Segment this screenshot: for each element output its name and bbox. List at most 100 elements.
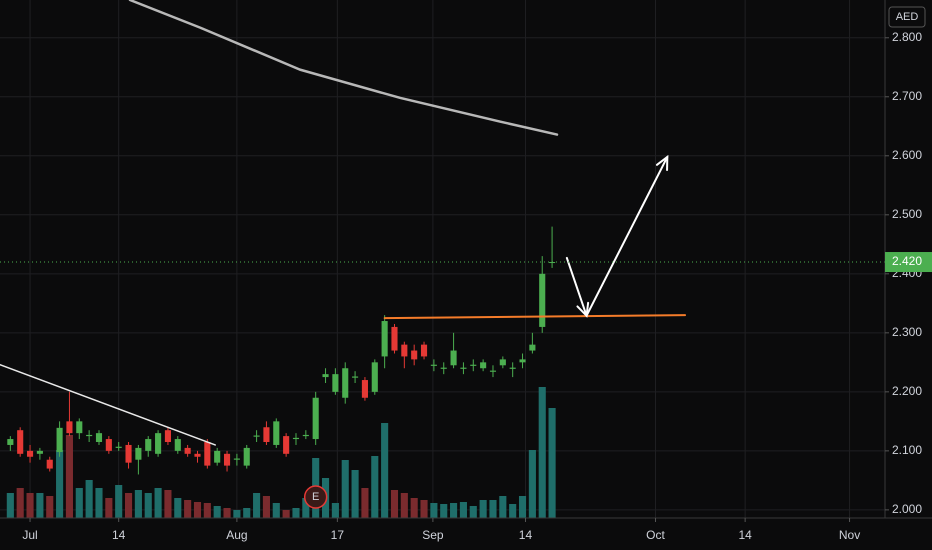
- candle-body: [204, 442, 211, 466]
- y-tick-label: 2.700: [892, 89, 922, 103]
- volume-bar: [489, 500, 497, 518]
- candle-body: [480, 362, 487, 369]
- candle-body: [283, 436, 290, 454]
- y-tick-label: 2.600: [892, 148, 922, 162]
- candle-body: [223, 453, 231, 466]
- candle-body: [342, 368, 349, 398]
- candle-body: [332, 374, 339, 392]
- candle-body: [46, 459, 53, 469]
- candle-body: [66, 421, 73, 434]
- x-tick-label: 14: [519, 528, 533, 542]
- arrow-head: [655, 154, 669, 171]
- candle-body: [371, 362, 378, 392]
- currency-badge: [888, 6, 926, 28]
- volume-bar: [184, 500, 192, 518]
- candle-body: [470, 364, 477, 366]
- candle-body: [352, 376, 359, 378]
- x-tick-label: Nov: [839, 528, 860, 542]
- volume-bar: [341, 460, 349, 518]
- volume-bar: [390, 490, 399, 518]
- volume-bar: [154, 488, 162, 518]
- volume-bar: [420, 500, 428, 518]
- volume-bar: [272, 503, 280, 518]
- y-tick-label: 2.500: [892, 207, 922, 221]
- candle-body: [86, 434, 93, 437]
- y-tick-label: 2.300: [892, 325, 922, 339]
- volume-bar: [361, 488, 369, 518]
- volume-bar: [459, 502, 467, 518]
- candle-body: [401, 344, 408, 357]
- trendline: [0, 363, 216, 446]
- moving-average-line: [128, 0, 559, 136]
- candle-body: [263, 427, 270, 443]
- candle-body: [509, 367, 516, 369]
- volume-bar: [193, 502, 202, 518]
- candle-body: [164, 430, 171, 443]
- volume-bar: [351, 470, 359, 518]
- earnings-marker: [303, 485, 328, 509]
- candle-body: [243, 447, 250, 466]
- volume-bar: [223, 508, 231, 518]
- volume-bar: [233, 510, 241, 518]
- volume-bar: [36, 493, 44, 518]
- currency-label: AED: [896, 11, 919, 23]
- x-tick-label: 14: [112, 528, 126, 542]
- volume-bar: [115, 485, 123, 518]
- volume-bar: [6, 493, 14, 518]
- volume-bar: [400, 493, 408, 518]
- candle-body: [76, 421, 83, 434]
- x-tick-label: Jul: [22, 528, 37, 542]
- candle-body: [499, 359, 506, 366]
- candle-body: [7, 439, 14, 445]
- volume-bar: [134, 490, 142, 518]
- candle-body: [312, 397, 319, 440]
- volume-bar: [440, 504, 448, 518]
- volume-bar: [105, 498, 113, 518]
- volume-bar: [469, 506, 477, 518]
- candle-body: [292, 437, 300, 440]
- volume-bar: [430, 503, 438, 518]
- last-price-label: 2.420: [892, 254, 922, 268]
- volume-bar: [16, 488, 24, 518]
- candle-body: [489, 370, 497, 372]
- volume-bar: [144, 493, 152, 518]
- candle-body: [381, 321, 388, 357]
- volume-bar: [282, 510, 290, 518]
- earnings-label: E: [312, 491, 319, 503]
- volume-bar: [26, 493, 34, 518]
- volume-bar: [213, 506, 221, 518]
- candle-body: [155, 433, 162, 454]
- volume-bar: [499, 496, 507, 518]
- volume-bar: [65, 435, 73, 518]
- volume-bar: [174, 498, 182, 518]
- candle-body: [95, 433, 103, 443]
- volume-bar: [56, 450, 64, 518]
- volume-bar: [509, 504, 517, 518]
- candle-body: [460, 367, 467, 369]
- volume-bar: [381, 423, 389, 518]
- x-tick-label: Sep: [422, 528, 444, 542]
- candle-body: [17, 430, 24, 454]
- volume-bar: [253, 493, 261, 518]
- volume-bar: [410, 498, 418, 518]
- candle-body: [174, 439, 181, 451]
- candle-body: [411, 350, 418, 360]
- candle-body: [115, 446, 122, 448]
- volume-bar: [548, 408, 556, 518]
- candle-body: [184, 447, 191, 454]
- candle-body: [135, 447, 142, 460]
- arrow-head: [576, 301, 590, 318]
- candle-body: [233, 458, 240, 460]
- y-tick-label: 2.000: [892, 502, 922, 516]
- volume-bar: [243, 508, 251, 518]
- volume-bar: [528, 450, 536, 518]
- x-tick-label: Aug: [226, 528, 247, 542]
- candle-body: [420, 344, 428, 357]
- candle-body: [214, 450, 221, 463]
- candle-body: [519, 359, 526, 363]
- volume-bar: [95, 488, 103, 518]
- candle-body: [430, 364, 437, 366]
- volume-bar: [450, 503, 458, 518]
